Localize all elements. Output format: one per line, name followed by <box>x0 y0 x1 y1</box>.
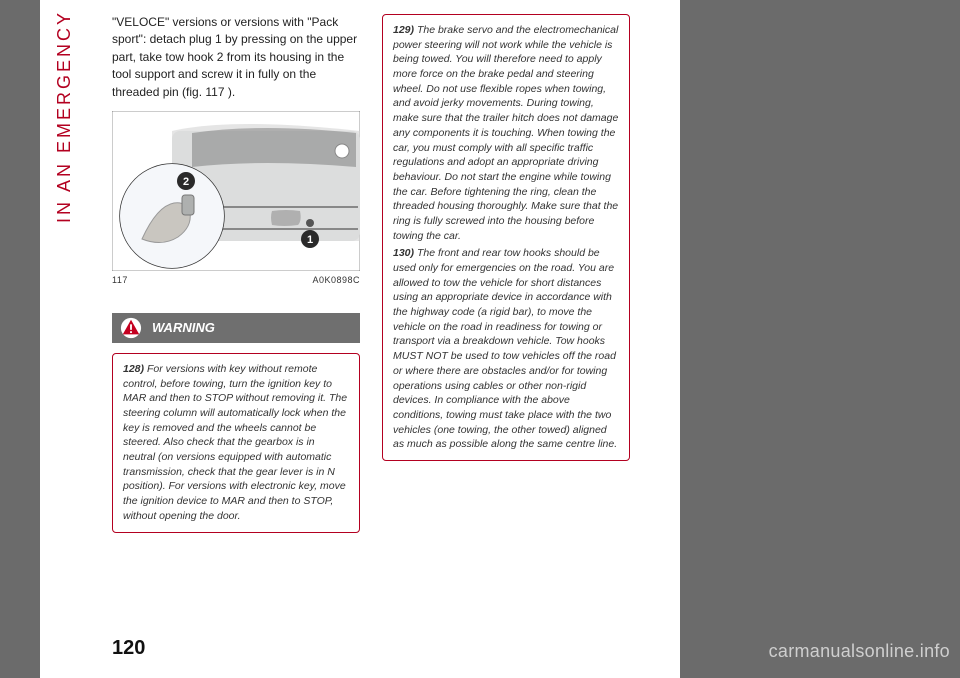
warning-number: 128) <box>123 363 144 375</box>
page-number: 120 <box>112 637 145 660</box>
warning-icon <box>120 317 142 339</box>
svg-text:1: 1 <box>307 234 313 246</box>
warning-header: WARNING <box>112 313 360 343</box>
warning-box-128: 128) For versions with key without remot… <box>112 353 360 533</box>
intro-paragraph: "VELOCE" versions or versions with "Pack… <box>112 14 360 101</box>
columns: "VELOCE" versions or versions with "Pack… <box>112 14 648 604</box>
left-column: "VELOCE" versions or versions with "Pack… <box>112 14 360 604</box>
watermark: carmanualsonline.info <box>769 641 950 662</box>
figure-code: A0K0898C <box>312 275 360 285</box>
figure-caption: 117 A0K0898C <box>112 275 360 285</box>
right-column: 129) The brake servo and the electromech… <box>382 14 630 604</box>
manual-page: IN AN EMERGENCY "VELOCE" versions or ver… <box>40 0 680 678</box>
warning-text: The front and rear tow hooks should be u… <box>393 247 617 450</box>
warning-text: The brake servo and the electromechanica… <box>393 24 618 242</box>
warning-box-129-130: 129) The brake servo and the electromech… <box>382 14 630 461</box>
section-label: IN AN EMERGENCY <box>54 10 75 223</box>
warning-number: 129) <box>393 24 414 36</box>
warning-label: WARNING <box>152 320 215 335</box>
figure-117: 2 1 <box>112 111 360 271</box>
figure-number: 117 <box>112 275 128 285</box>
warning-number: 130) <box>393 247 414 259</box>
warning-text: For versions with key without remote con… <box>123 363 347 522</box>
svg-text:2: 2 <box>183 176 189 188</box>
